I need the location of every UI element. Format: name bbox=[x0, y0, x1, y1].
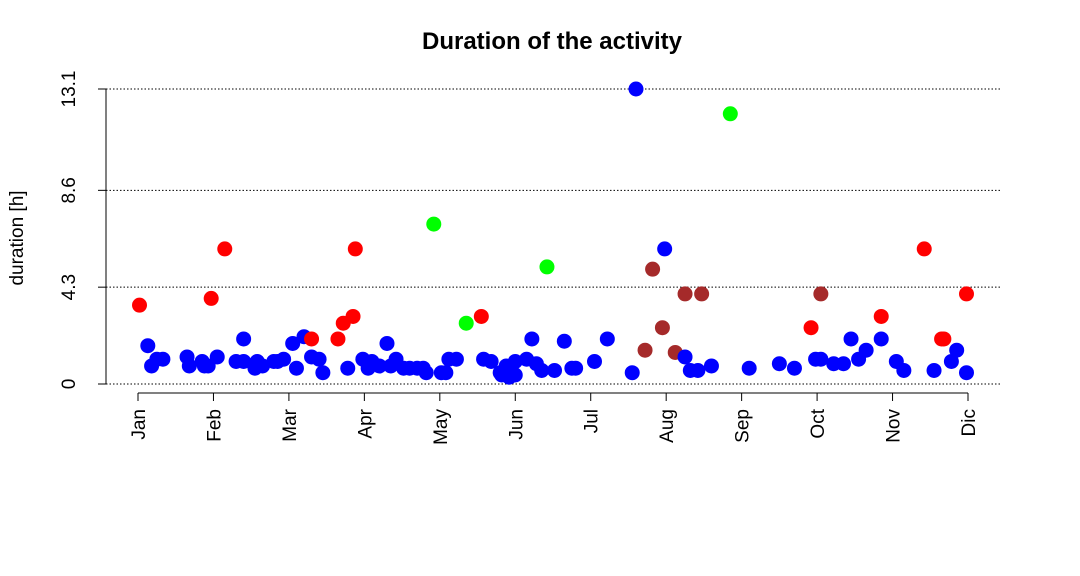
data-point bbox=[132, 297, 148, 313]
data-point bbox=[843, 331, 859, 347]
data-point bbox=[803, 320, 819, 336]
data-point bbox=[311, 351, 327, 367]
data-point bbox=[916, 241, 932, 257]
data-point bbox=[507, 353, 523, 369]
y-tick-label: 8.6 bbox=[59, 177, 80, 203]
chart-title: Duration of the activity bbox=[422, 28, 683, 55]
data-point bbox=[288, 360, 304, 376]
data-point bbox=[677, 286, 693, 302]
data-point bbox=[943, 353, 959, 369]
y-tick-label: 0 bbox=[59, 379, 80, 390]
data-point bbox=[771, 356, 787, 372]
data-point bbox=[587, 353, 602, 369]
data-point bbox=[418, 365, 434, 381]
data-point bbox=[547, 362, 563, 378]
x-tick-label: Jun bbox=[506, 409, 527, 440]
data-point bbox=[813, 286, 829, 302]
x-tick-label: Jan bbox=[129, 409, 150, 440]
data-point bbox=[936, 331, 952, 347]
data-point bbox=[255, 358, 270, 374]
data-point bbox=[507, 367, 523, 383]
data-point bbox=[599, 331, 615, 347]
x-tick-label: Apr bbox=[355, 408, 376, 438]
data-point bbox=[458, 315, 474, 331]
data-point bbox=[813, 351, 829, 367]
y-axis: 0 4.3 8.6 13.1 bbox=[59, 71, 107, 390]
data-point bbox=[722, 106, 738, 122]
x-tick-label: May bbox=[431, 409, 452, 445]
data-point bbox=[140, 338, 156, 354]
x-tick-label: Oct bbox=[808, 408, 829, 438]
x-tick-label: Jul bbox=[582, 409, 603, 433]
x-tick-label: Feb bbox=[204, 409, 225, 442]
data-point bbox=[347, 241, 363, 257]
x-tick-label: Aug bbox=[657, 409, 678, 443]
data-point bbox=[637, 342, 653, 358]
data-point bbox=[217, 241, 233, 257]
data-point bbox=[315, 365, 331, 381]
data-point bbox=[958, 365, 974, 381]
x-axis: Jan Feb Mar Apr May Jun Jul Aug Sep Oct Nov Dic bbox=[129, 392, 980, 445]
data-point bbox=[949, 342, 965, 358]
data-point bbox=[926, 362, 942, 378]
data-point bbox=[534, 362, 550, 378]
data-point bbox=[155, 351, 171, 367]
x-tick-label: Sep bbox=[733, 409, 754, 443]
data-point bbox=[483, 353, 499, 369]
data-point bbox=[628, 81, 644, 97]
data-points bbox=[132, 81, 974, 385]
data-point bbox=[741, 360, 757, 376]
data-point bbox=[556, 333, 572, 349]
x-tick-label: Nov bbox=[884, 409, 905, 443]
y-axis-label: duration [h] bbox=[7, 190, 28, 285]
data-point bbox=[690, 362, 706, 378]
data-point bbox=[285, 335, 301, 351]
data-point bbox=[473, 308, 489, 324]
y-tick-label: 13.1 bbox=[59, 71, 80, 108]
data-point bbox=[438, 365, 454, 381]
data-point bbox=[786, 360, 802, 376]
data-point bbox=[836, 356, 851, 372]
data-point bbox=[858, 342, 874, 358]
data-point bbox=[330, 331, 346, 347]
data-point bbox=[654, 320, 670, 336]
data-point bbox=[958, 286, 974, 302]
data-point bbox=[657, 241, 673, 257]
data-point bbox=[873, 331, 889, 347]
data-point bbox=[181, 358, 197, 374]
data-point bbox=[340, 360, 356, 376]
data-point bbox=[677, 349, 693, 365]
data-point bbox=[645, 261, 661, 277]
y-tick-label: 4.3 bbox=[59, 274, 80, 300]
x-tick-label: Dic bbox=[959, 409, 980, 436]
data-point bbox=[236, 331, 252, 347]
data-point bbox=[379, 335, 395, 351]
data-point bbox=[539, 259, 555, 275]
data-point bbox=[426, 216, 442, 232]
data-point bbox=[345, 308, 361, 324]
data-point bbox=[703, 358, 719, 374]
data-point bbox=[624, 365, 640, 381]
data-point bbox=[568, 360, 584, 376]
data-point bbox=[276, 351, 292, 367]
x-tick-label: Mar bbox=[280, 408, 301, 441]
data-point bbox=[524, 331, 540, 347]
data-point bbox=[203, 290, 219, 306]
data-point bbox=[209, 349, 225, 365]
data-point bbox=[371, 358, 387, 374]
data-point bbox=[304, 331, 320, 347]
data-point bbox=[873, 308, 889, 324]
data-point bbox=[236, 353, 252, 369]
data-point bbox=[896, 362, 912, 378]
data-point bbox=[694, 286, 710, 302]
data-point bbox=[448, 351, 464, 367]
